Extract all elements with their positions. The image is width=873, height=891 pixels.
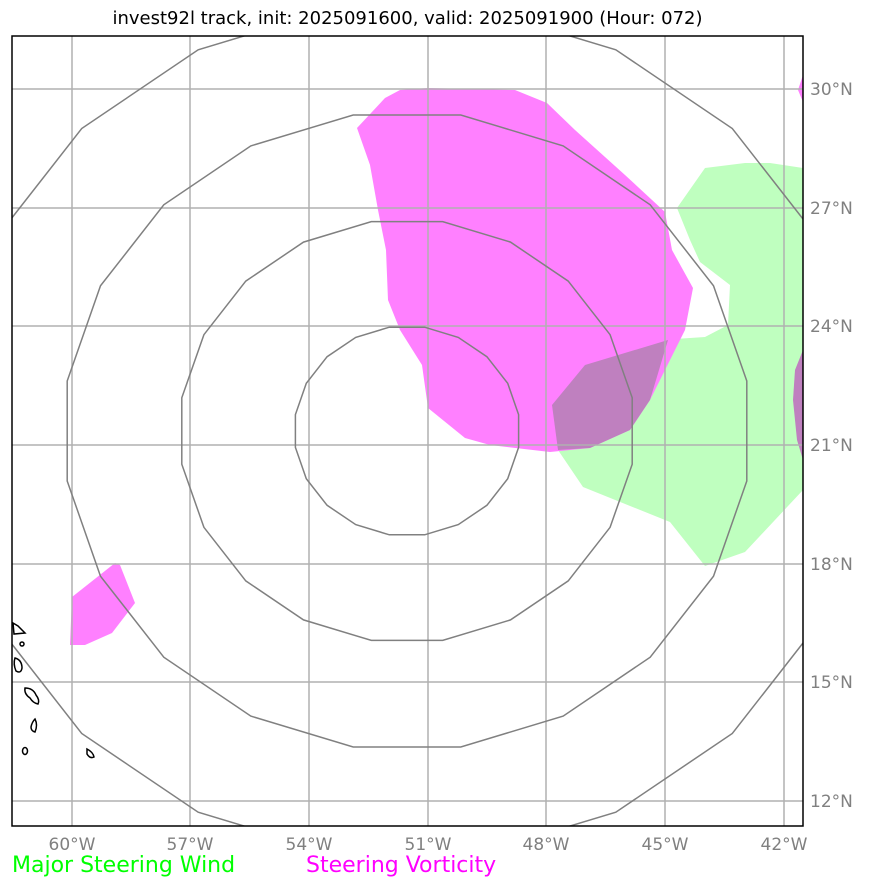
latitude-label: 12°N [810, 792, 853, 812]
longitude-label: 48°W [523, 835, 570, 855]
overlap-region [552, 340, 668, 450]
distance-ring [181, 220, 633, 642]
distance-ring [66, 114, 748, 748]
longitude-label: 51°W [405, 835, 452, 855]
longitude-label: 54°W [286, 835, 333, 855]
distance-ring [294, 326, 520, 536]
longitude-label: 45°W [642, 835, 689, 855]
longitude-label: 60°W [49, 835, 96, 855]
latitude-label: 15°N [810, 673, 853, 693]
map-title: invest92l track, init: 2025091600, valid… [112, 8, 703, 29]
map-frame [11, 35, 804, 827]
latitude-label: 30°N [810, 80, 853, 100]
longitude-label: 57°W [167, 835, 214, 855]
latitude-label: 21°N [810, 436, 853, 456]
longitude-label: 42°W [761, 835, 808, 855]
legend-major-steering-wind: Major Steering Wind [12, 853, 236, 878]
islands [12, 621, 95, 759]
legend-steering-vorticity: Steering Vorticity [306, 853, 497, 878]
latitude-label: 18°N [810, 555, 853, 575]
graticule [12, 36, 803, 826]
steering-wind-region [552, 163, 803, 566]
latitude-label: 27°N [810, 199, 853, 219]
overlap-region-east [793, 350, 803, 460]
latitude-label: 24°N [810, 317, 853, 337]
steering-vorticity-region-sw [70, 563, 135, 645]
